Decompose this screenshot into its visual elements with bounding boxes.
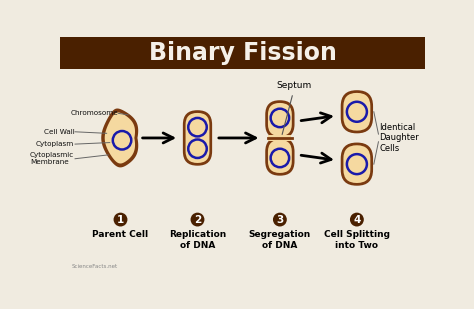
Text: 2: 2: [194, 214, 201, 225]
FancyBboxPatch shape: [268, 140, 292, 173]
Circle shape: [271, 149, 289, 167]
Text: ScienceFacts.net: ScienceFacts.net: [72, 264, 118, 269]
Circle shape: [188, 118, 207, 136]
Circle shape: [114, 213, 128, 226]
Text: 3: 3: [276, 214, 283, 225]
Text: 1: 1: [117, 214, 124, 225]
Circle shape: [350, 213, 364, 226]
Text: Parent Cell: Parent Cell: [92, 230, 148, 239]
Circle shape: [113, 131, 131, 150]
Text: Cytoplasmic
Membrane: Cytoplasmic Membrane: [30, 152, 74, 165]
Text: Chromosome: Chromosome: [71, 110, 118, 116]
FancyBboxPatch shape: [265, 100, 294, 139]
Text: Septum: Septum: [276, 81, 311, 134]
Text: Cell Splitting
into Two: Cell Splitting into Two: [324, 230, 390, 250]
Circle shape: [188, 139, 207, 158]
Text: Segregation
of DNA: Segregation of DNA: [249, 230, 311, 250]
Bar: [61, 37, 425, 70]
Text: Cytoplasm: Cytoplasm: [36, 141, 74, 147]
Text: Cell Wall: Cell Wall: [44, 129, 74, 135]
Polygon shape: [105, 112, 135, 163]
FancyBboxPatch shape: [341, 90, 373, 133]
FancyBboxPatch shape: [265, 137, 294, 176]
Circle shape: [347, 102, 367, 122]
FancyBboxPatch shape: [268, 103, 292, 136]
Text: Replication
of DNA: Replication of DNA: [169, 230, 226, 250]
FancyBboxPatch shape: [185, 113, 210, 163]
Text: 4: 4: [353, 214, 361, 225]
Circle shape: [273, 213, 287, 226]
FancyBboxPatch shape: [341, 142, 373, 186]
Bar: [268, 135, 292, 141]
Circle shape: [191, 213, 204, 226]
Circle shape: [347, 154, 367, 174]
FancyBboxPatch shape: [183, 110, 212, 166]
FancyBboxPatch shape: [343, 145, 370, 183]
FancyBboxPatch shape: [343, 93, 370, 131]
Polygon shape: [101, 108, 138, 167]
Text: Identical
Daughter
Cells: Identical Daughter Cells: [379, 123, 419, 153]
Circle shape: [271, 109, 289, 127]
Text: Binary Fission: Binary Fission: [149, 41, 337, 65]
